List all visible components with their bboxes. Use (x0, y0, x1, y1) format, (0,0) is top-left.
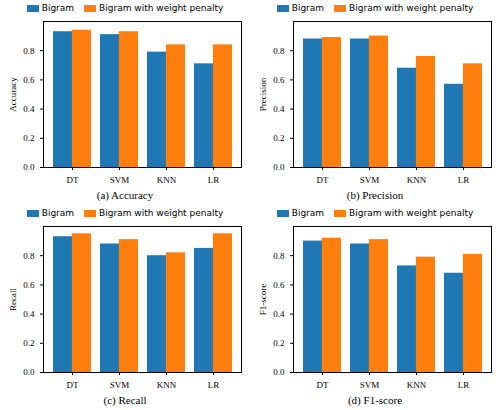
html-text:(b) Precision: (b) Precision (346, 189, 404, 201)
html-text:Bigram: Bigram (291, 3, 325, 13)
html-text:Bigram with weight penalty: Bigram with weight penalty (349, 3, 474, 13)
svg-text:Recall: Recall (8, 288, 18, 311)
svg-text:0.4: 0.4 (273, 309, 285, 319)
svg-text:DT: DT (317, 380, 329, 390)
html-text:Bigram with weight penalty: Bigram with weight penalty (99, 208, 224, 218)
svg-text:LR: LR (208, 380, 220, 390)
svg-text:DT: DT (67, 175, 79, 185)
html-text:Bigram: Bigram (41, 208, 75, 218)
svg-text:0.2: 0.2 (23, 133, 34, 143)
svg-text:0.6: 0.6 (273, 75, 285, 85)
svg-text:0.6: 0.6 (23, 280, 35, 290)
svg-text:SVM: SVM (360, 175, 380, 185)
svg-text:0.2: 0.2 (273, 133, 284, 143)
svg-text:Precision: Precision (258, 77, 268, 111)
svg-text:0.8: 0.8 (273, 46, 285, 56)
svg-text:KNN: KNN (407, 380, 427, 390)
svg-text:0.8: 0.8 (23, 251, 35, 261)
html-text:(d) F1-score: (d) F1-score (348, 394, 402, 406)
svg-text:0.0: 0.0 (273, 367, 285, 377)
svg-text:0.4: 0.4 (23, 104, 35, 114)
svg-text:0.0: 0.0 (23, 162, 35, 172)
svg-text:SVM: SVM (360, 380, 380, 390)
svg-text:SVM: SVM (110, 175, 130, 185)
svg-text:F1-score: F1-score (258, 284, 268, 316)
svg-text:LR: LR (208, 175, 220, 185)
svg-text:LR: LR (458, 175, 470, 185)
html-text:(c) Recall: (c) Recall (103, 394, 147, 406)
html-text:(a) Accuracy: (a) Accuracy (96, 189, 154, 201)
svg-text:0.2: 0.2 (23, 338, 34, 348)
svg-text:0.0: 0.0 (273, 162, 285, 172)
svg-text:0.8: 0.8 (273, 251, 285, 261)
svg-text:KNN: KNN (157, 175, 177, 185)
svg-text:DT: DT (317, 175, 329, 185)
svg-text:0.6: 0.6 (23, 75, 35, 85)
svg-text:KNN: KNN (407, 175, 427, 185)
svg-text:0.0: 0.0 (23, 367, 35, 377)
svg-text:Accuracy: Accuracy (8, 77, 18, 112)
svg-text:0.6: 0.6 (273, 280, 285, 290)
svg-text:0.8: 0.8 (23, 46, 35, 56)
svg-text:DT: DT (67, 380, 79, 390)
html-text:Bigram: Bigram (41, 3, 75, 13)
svg-text:LR: LR (458, 380, 470, 390)
svg-text:SVM: SVM (110, 380, 130, 390)
svg-text:0.2: 0.2 (273, 338, 284, 348)
svg-text:KNN: KNN (157, 380, 177, 390)
html-text:Bigram with weight penalty: Bigram with weight penalty (349, 208, 474, 218)
svg-text:0.4: 0.4 (273, 104, 285, 114)
svg-text:0.4: 0.4 (23, 309, 35, 319)
html-text:Bigram with weight penalty: Bigram with weight penalty (99, 3, 224, 13)
html-text:Bigram: Bigram (291, 208, 325, 218)
